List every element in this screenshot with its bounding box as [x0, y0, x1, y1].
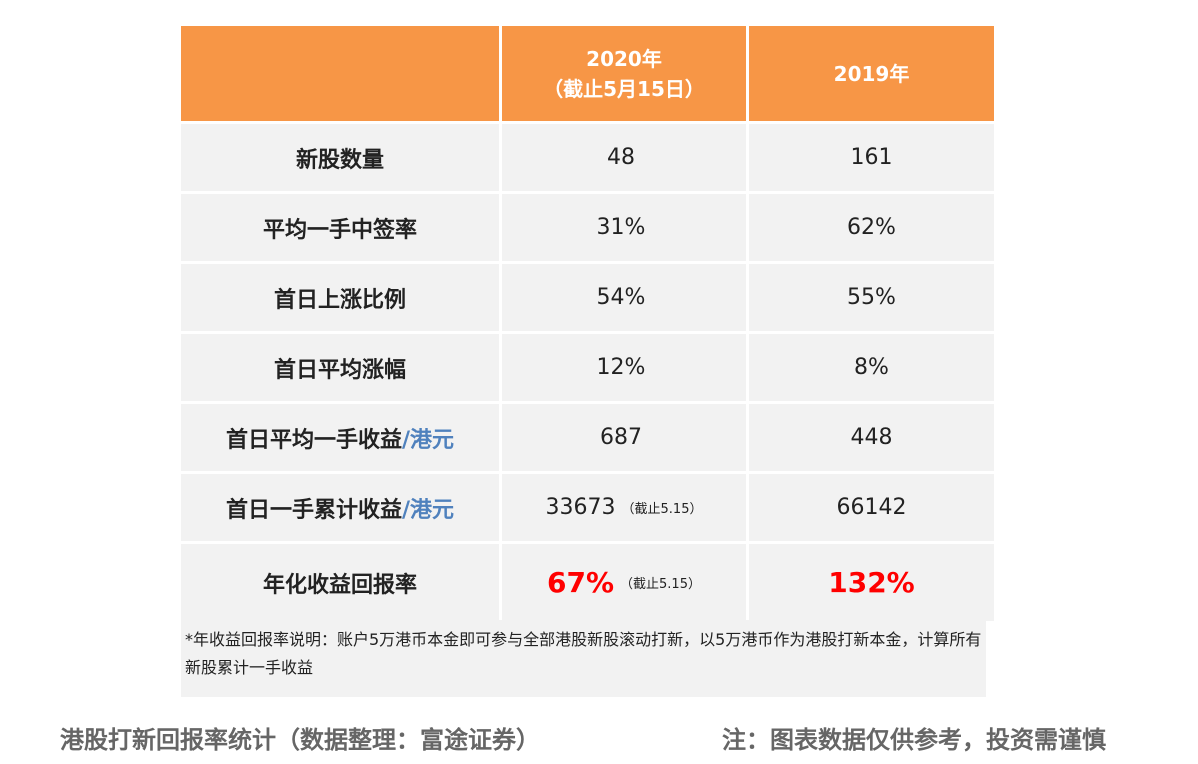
- value-2019: 55%: [749, 264, 994, 331]
- row-label-text: 新股数量: [295, 147, 384, 173]
- header-2020-year: 2020年: [586, 46, 662, 71]
- table-row: 首日平均涨幅 12% 8%: [181, 334, 994, 401]
- table-row: 年化收益回报率 67% （截止5.15） 132%: [181, 544, 994, 621]
- row-label-text: 首日平均一手收益: [225, 427, 402, 453]
- value-2020: 54%: [502, 264, 746, 331]
- value-2020: 33673 （截止5.15）: [502, 474, 746, 541]
- value-2019: 132%: [749, 544, 994, 621]
- value-2020-text: 48: [607, 145, 635, 170]
- value-2019-text: 161: [850, 145, 893, 170]
- value-2020-note: （截止5.15）: [621, 502, 703, 517]
- row-label: 首日上涨比例: [181, 264, 499, 331]
- value-2019-text: 66142: [836, 495, 907, 520]
- value-2020-text: 54%: [596, 285, 646, 310]
- header-2019: 2019年: [749, 26, 994, 121]
- value-2019: 8%: [749, 334, 994, 401]
- value-2020-text: 12%: [596, 355, 646, 380]
- value-2020: 12%: [502, 334, 746, 401]
- row-label: 平均一手中签率: [181, 194, 499, 261]
- value-2019: 448: [749, 404, 994, 471]
- table-row: 首日平均一手收益/港元 687 448: [181, 404, 994, 471]
- value-2020-note: （截止5.15）: [620, 577, 701, 592]
- row-label: 新股数量: [181, 124, 499, 191]
- table-header: 2020年 （截止5月15日） 2019年: [181, 26, 994, 121]
- value-2019-text: 8%: [854, 355, 889, 380]
- header-2020-cutoff: （截止5月15日）: [543, 76, 705, 101]
- value-2019-text: 55%: [847, 285, 896, 310]
- row-unit: /港元: [401, 427, 455, 453]
- table-row: 平均一手中签率 31% 62%: [181, 194, 994, 261]
- row-label-text: 首日平均涨幅: [273, 357, 406, 383]
- value-2019: 161: [749, 124, 994, 191]
- caption-source: 港股打新回报率统计（数据整理：富途证券）: [60, 726, 540, 754]
- ipo-return-table: 2020年 （截止5月15日） 2019年 新股数量 48 161 平均一手中签率 31…: [181, 26, 994, 624]
- footnote: *年收益回报率说明：账户5万港币本金即可参与全部港股新股滚动打新，以5万港币作为…: [181, 620, 986, 697]
- row-label-text: 年化收益回报率: [262, 572, 417, 598]
- value-2019: 66142: [749, 474, 994, 541]
- row-label: 首日平均涨幅: [181, 334, 499, 401]
- table-row: 首日上涨比例 54% 55%: [181, 264, 994, 331]
- row-label-text: 首日一手累计收益: [225, 497, 402, 523]
- value-2020-text: 33673: [545, 495, 616, 520]
- header-empty: [181, 26, 499, 121]
- header-2020: 2020年 （截止5月15日）: [502, 26, 746, 121]
- value-2020-text: 67%: [547, 566, 615, 599]
- row-label-text: 平均一手中签率: [262, 217, 417, 243]
- value-2020-text: 31%: [596, 215, 646, 240]
- value-2020: 48: [502, 124, 746, 191]
- value-2020: 31%: [502, 194, 746, 261]
- value-2019-text: 62%: [847, 215, 896, 240]
- row-unit: /港元: [401, 497, 455, 523]
- caption-disclaimer: 注：图表数据仅供参考，投资需谨慎: [722, 726, 1106, 754]
- value-2019-text: 448: [850, 425, 893, 450]
- row-label-text: 首日上涨比例: [273, 287, 406, 313]
- value-2020-text: 687: [600, 425, 642, 450]
- value-2019: 62%: [749, 194, 994, 261]
- value-2020: 687: [502, 404, 746, 471]
- table-row: 首日一手累计收益/港元 33673 （截止5.15） 66142: [181, 474, 994, 541]
- table-row: 新股数量 48 161: [181, 124, 994, 191]
- value-2019-text: 132%: [828, 566, 915, 599]
- row-label: 年化收益回报率: [181, 544, 499, 621]
- row-label: 首日一手累计收益/港元: [181, 474, 499, 541]
- row-label: 首日平均一手收益/港元: [181, 404, 499, 471]
- value-2020: 67% （截止5.15）: [502, 544, 746, 621]
